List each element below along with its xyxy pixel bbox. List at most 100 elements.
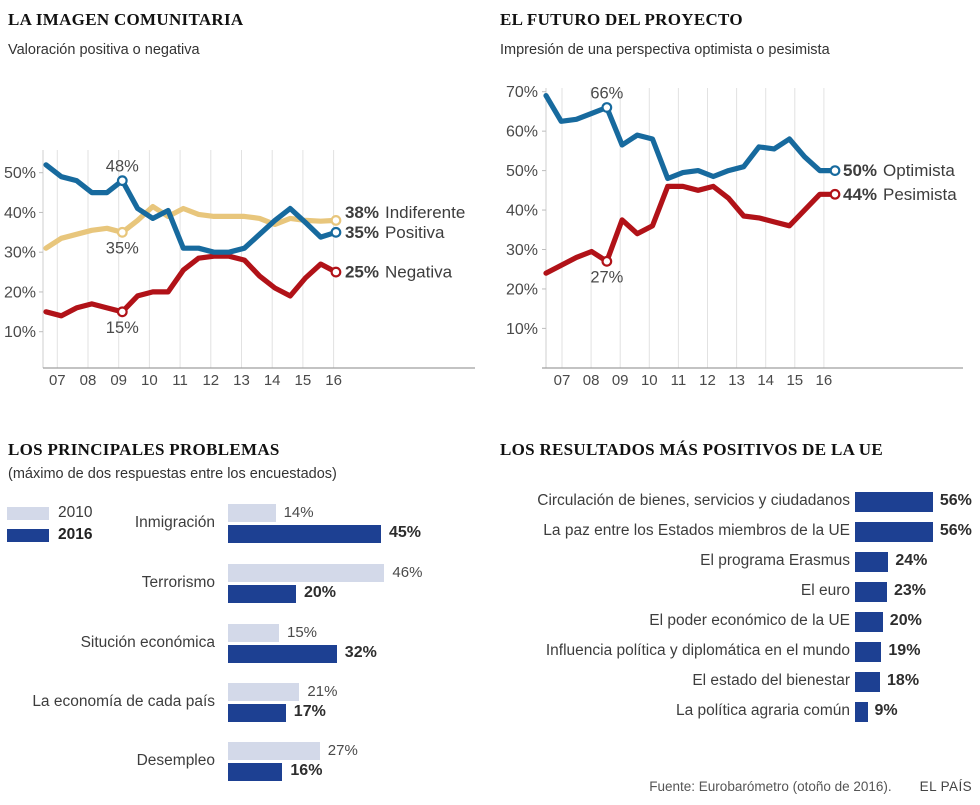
end-marker	[330, 226, 342, 238]
end-marker	[829, 188, 841, 200]
bar-el-poder-econ-mico-de-la-ue	[855, 611, 883, 632]
callout-label: 27%	[590, 268, 623, 286]
y-tick-label: 20%	[506, 281, 538, 298]
chart-resultados-positivos: LOS RESULTADOS MÁS POSITIVOS DE LA UE Ci…	[490, 430, 980, 805]
y-tick-label: 60%	[506, 124, 538, 141]
chart-title: EL FUTURO DEL PROYECTO	[500, 10, 743, 29]
bar-la-paz-entre-los-estados-miembros-de-la-ue	[855, 521, 933, 542]
line-negativa	[43, 253, 339, 319]
end-marker	[330, 214, 342, 226]
line-optimista	[543, 92, 838, 182]
line-chart-futuro: 07 08 09 10 11 12 13 14 15 16 70% 60% 50% 40% 30% 20% 10…	[506, 84, 963, 389]
bar-value: 27%	[327, 742, 358, 759]
line-pesimista	[543, 183, 838, 276]
bar-value: 16%	[290, 762, 323, 779]
y-tick-label: 50%	[4, 165, 36, 182]
x-tick-label: 13	[233, 372, 250, 389]
x-tick-label: 11	[671, 372, 687, 389]
category-label: El poder económico de la UE	[649, 611, 850, 629]
category-label: Circulación de bienes, servicios y ciuda…	[537, 491, 850, 509]
x-tick-label: 15	[786, 372, 803, 389]
bar-value: 14%	[283, 504, 314, 521]
chart-principales-problemas: LOS PRINCIPALES PROBLEMAS (máximo de dos…	[0, 430, 490, 805]
y-tick-label: 10%	[506, 321, 538, 338]
bar-2010	[228, 683, 300, 701]
bar-2016	[228, 525, 381, 543]
legend: 2010 2016	[7, 502, 92, 546]
legend-label-2016: 2016	[58, 526, 93, 543]
callout-marker	[601, 102, 613, 113]
x-tick-label: 08	[80, 372, 97, 389]
bar-value: 24%	[895, 551, 928, 569]
bar-value: 46%	[392, 564, 423, 581]
bar-2010	[228, 504, 276, 522]
legend-label-2010: 2010	[58, 504, 93, 521]
x-tick-label: 16	[325, 372, 342, 389]
y-tick-label: 30%	[4, 245, 36, 262]
chart-subtitle: Impresión de una perspectiva optimista o…	[500, 42, 830, 58]
series-end-label: 44% Pesimista	[843, 185, 957, 204]
bar-2010	[228, 624, 279, 642]
bar-value: 32%	[344, 644, 377, 661]
series-end-label: 38% Indiferente	[345, 203, 465, 222]
bar-value: 56%	[939, 521, 972, 539]
category-label: La política agraria común	[675, 701, 850, 719]
category-label: La paz entre los Estados miembros de la …	[543, 521, 850, 539]
bar-value: 17%	[293, 703, 326, 720]
bar-influencia-pol-tica-y-diplom-tica-en-el-mundo	[855, 641, 882, 662]
end-marker	[829, 165, 841, 177]
category-label: La economía de cada país	[32, 692, 215, 710]
callout-marker	[116, 175, 128, 187]
x-tick-label: 16	[816, 372, 833, 389]
bar-el-estado-del-bienestar	[855, 671, 880, 692]
footer: Fuente: Eurobarómetro (otoño de 2016). E…	[490, 779, 972, 794]
series-end-label: 25% Negativa	[345, 263, 453, 282]
legend-swatch-2010	[7, 506, 49, 520]
bar-value: 15%	[287, 624, 318, 641]
x-tick-label: 09	[612, 372, 629, 389]
legend-swatch-2016	[7, 528, 49, 542]
bar-el-programa-erasmus	[855, 551, 889, 572]
x-tick-label: 12	[202, 372, 219, 389]
x-tick-label: 15	[295, 372, 312, 389]
x-tick-label: 14	[264, 372, 281, 389]
x-tick-label: 10	[141, 372, 158, 389]
series-end-label: 50% Optimista	[843, 161, 955, 180]
y-tick-label: 50%	[506, 163, 538, 180]
y-tick-label: 40%	[4, 205, 36, 222]
bar-value: 23%	[893, 581, 926, 599]
chart-title: LOS PRINCIPALES PROBLEMAS	[8, 440, 280, 459]
y-tick-label: 10%	[4, 324, 36, 341]
bar-la-pol-tica-agraria-com-n	[855, 701, 868, 722]
end-marker	[330, 266, 342, 278]
bar-value: 19%	[888, 641, 921, 659]
bar-2016	[228, 645, 337, 663]
callout-marker	[116, 306, 128, 318]
callout-marker	[116, 226, 128, 238]
x-tick-label: 11	[172, 372, 188, 389]
callout-marker	[601, 255, 613, 267]
bar-value: 56%	[939, 491, 972, 509]
bar-value: 45%	[389, 524, 422, 541]
x-tick-label: 07	[554, 372, 571, 389]
x-tick-label: 14	[757, 372, 774, 389]
publisher-credit: EL PAÍS	[919, 779, 972, 794]
category-label: El estado del bienestar	[692, 671, 850, 689]
callout-label: 48%	[106, 158, 139, 176]
bar-value: 20%	[889, 611, 922, 629]
bar-value: 9%	[874, 701, 898, 719]
x-tick-label: 13	[728, 372, 745, 389]
x-tick-label: 10	[641, 372, 658, 389]
x-tick-label: 09	[110, 372, 127, 389]
line-positiva	[43, 162, 339, 255]
bar-2010	[228, 742, 320, 760]
category-label: El euro	[800, 581, 850, 599]
line-chart-imagen: 07 08 09 10 11 12 13 14 15 16 50% 40% 30% 20% 10% 35% 38…	[4, 150, 475, 389]
chart-title: LA IMAGEN COMUNITARIA	[8, 10, 244, 29]
x-tick-label: 12	[699, 372, 716, 389]
y-tick-label: 20%	[4, 284, 36, 301]
x-tick-label: 07	[49, 372, 66, 389]
x-tick-label: 08	[583, 372, 600, 389]
category-label: Situción económica	[80, 633, 215, 651]
